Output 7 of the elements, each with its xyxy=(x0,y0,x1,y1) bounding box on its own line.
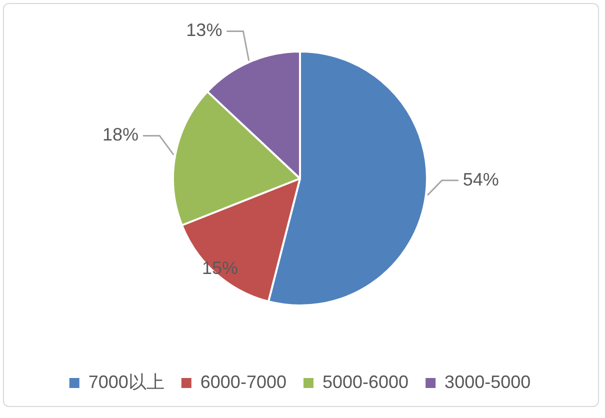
legend-label: 3000-5000 xyxy=(444,372,531,392)
data-label: 13% xyxy=(186,20,222,40)
legend-label: 7000以上 xyxy=(88,372,164,392)
data-label: 18% xyxy=(102,124,139,145)
legend-label: 6000-7000 xyxy=(200,372,286,392)
data-label: 54% xyxy=(462,169,499,190)
legend-label: 5000-6000 xyxy=(322,372,409,392)
